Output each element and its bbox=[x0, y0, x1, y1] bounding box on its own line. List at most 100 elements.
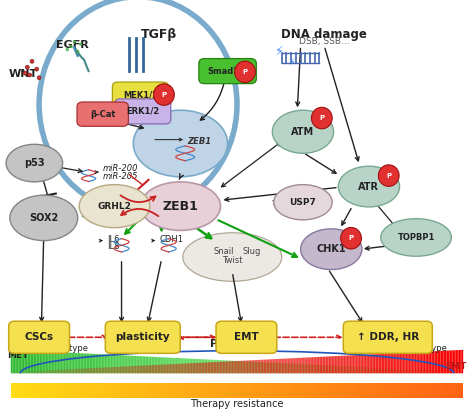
Polygon shape bbox=[67, 383, 68, 398]
Polygon shape bbox=[384, 354, 386, 373]
Polygon shape bbox=[391, 353, 392, 373]
Polygon shape bbox=[413, 352, 415, 373]
Polygon shape bbox=[132, 366, 133, 373]
Polygon shape bbox=[382, 354, 383, 373]
Polygon shape bbox=[256, 383, 257, 398]
Polygon shape bbox=[326, 383, 327, 398]
Polygon shape bbox=[421, 352, 422, 373]
Polygon shape bbox=[378, 383, 380, 398]
Polygon shape bbox=[56, 370, 58, 373]
Polygon shape bbox=[147, 383, 148, 398]
Polygon shape bbox=[106, 367, 108, 373]
Polygon shape bbox=[44, 383, 46, 398]
Ellipse shape bbox=[133, 110, 228, 177]
Polygon shape bbox=[218, 383, 219, 398]
Polygon shape bbox=[77, 353, 79, 373]
Polygon shape bbox=[133, 366, 135, 373]
Polygon shape bbox=[39, 351, 41, 373]
Polygon shape bbox=[164, 357, 165, 373]
Polygon shape bbox=[337, 356, 339, 373]
Polygon shape bbox=[221, 360, 223, 373]
Polygon shape bbox=[185, 383, 186, 398]
Polygon shape bbox=[46, 352, 47, 373]
Polygon shape bbox=[226, 361, 227, 373]
Polygon shape bbox=[275, 383, 277, 398]
Polygon shape bbox=[246, 383, 247, 398]
Polygon shape bbox=[156, 365, 157, 373]
Polygon shape bbox=[129, 383, 130, 398]
Ellipse shape bbox=[183, 233, 282, 281]
Polygon shape bbox=[447, 383, 448, 398]
Polygon shape bbox=[233, 361, 235, 373]
Polygon shape bbox=[331, 383, 333, 398]
Polygon shape bbox=[92, 368, 94, 373]
Polygon shape bbox=[391, 383, 392, 398]
Polygon shape bbox=[317, 365, 318, 373]
Polygon shape bbox=[130, 356, 132, 373]
Polygon shape bbox=[327, 383, 328, 398]
Polygon shape bbox=[155, 357, 156, 373]
Polygon shape bbox=[191, 363, 192, 373]
Polygon shape bbox=[152, 357, 153, 373]
Polygon shape bbox=[375, 354, 377, 373]
Polygon shape bbox=[357, 367, 359, 373]
Polygon shape bbox=[382, 368, 383, 373]
Polygon shape bbox=[38, 383, 39, 398]
Polygon shape bbox=[436, 371, 438, 373]
Polygon shape bbox=[215, 362, 217, 373]
Polygon shape bbox=[331, 356, 333, 373]
Polygon shape bbox=[297, 364, 298, 373]
Polygon shape bbox=[73, 369, 74, 373]
Polygon shape bbox=[359, 355, 360, 373]
Polygon shape bbox=[380, 354, 382, 373]
Polygon shape bbox=[183, 358, 185, 373]
Polygon shape bbox=[345, 366, 346, 373]
Polygon shape bbox=[354, 355, 356, 373]
Polygon shape bbox=[208, 362, 209, 373]
Text: ⚡: ⚡ bbox=[288, 56, 295, 66]
Polygon shape bbox=[257, 383, 259, 398]
Polygon shape bbox=[99, 383, 100, 398]
Polygon shape bbox=[129, 366, 130, 373]
Polygon shape bbox=[32, 383, 34, 398]
Polygon shape bbox=[431, 383, 433, 398]
Polygon shape bbox=[171, 364, 173, 373]
Polygon shape bbox=[397, 383, 398, 398]
Polygon shape bbox=[313, 365, 315, 373]
Polygon shape bbox=[407, 369, 409, 373]
Polygon shape bbox=[279, 383, 280, 398]
Polygon shape bbox=[159, 365, 161, 373]
Polygon shape bbox=[143, 383, 144, 398]
Polygon shape bbox=[110, 367, 112, 373]
Polygon shape bbox=[256, 360, 257, 373]
Polygon shape bbox=[265, 383, 266, 398]
Polygon shape bbox=[373, 383, 374, 398]
Polygon shape bbox=[25, 383, 26, 398]
Polygon shape bbox=[328, 356, 330, 373]
Polygon shape bbox=[319, 365, 321, 373]
Polygon shape bbox=[17, 383, 18, 398]
Polygon shape bbox=[209, 362, 210, 373]
FancyBboxPatch shape bbox=[105, 321, 180, 353]
Polygon shape bbox=[295, 364, 297, 373]
Polygon shape bbox=[223, 360, 224, 373]
Polygon shape bbox=[289, 358, 291, 373]
Text: WNT: WNT bbox=[9, 69, 38, 79]
Text: Snail: Snail bbox=[214, 247, 234, 256]
Polygon shape bbox=[168, 364, 170, 373]
Polygon shape bbox=[333, 366, 335, 373]
Polygon shape bbox=[53, 370, 55, 373]
Polygon shape bbox=[286, 364, 288, 373]
Polygon shape bbox=[268, 362, 270, 373]
Polygon shape bbox=[392, 369, 393, 373]
Polygon shape bbox=[392, 353, 393, 373]
Ellipse shape bbox=[301, 229, 362, 270]
Polygon shape bbox=[128, 383, 129, 398]
Polygon shape bbox=[85, 354, 86, 373]
Polygon shape bbox=[139, 356, 141, 373]
Polygon shape bbox=[197, 359, 199, 373]
Polygon shape bbox=[200, 383, 201, 398]
Polygon shape bbox=[454, 383, 456, 398]
Polygon shape bbox=[346, 383, 348, 398]
Polygon shape bbox=[185, 364, 186, 373]
